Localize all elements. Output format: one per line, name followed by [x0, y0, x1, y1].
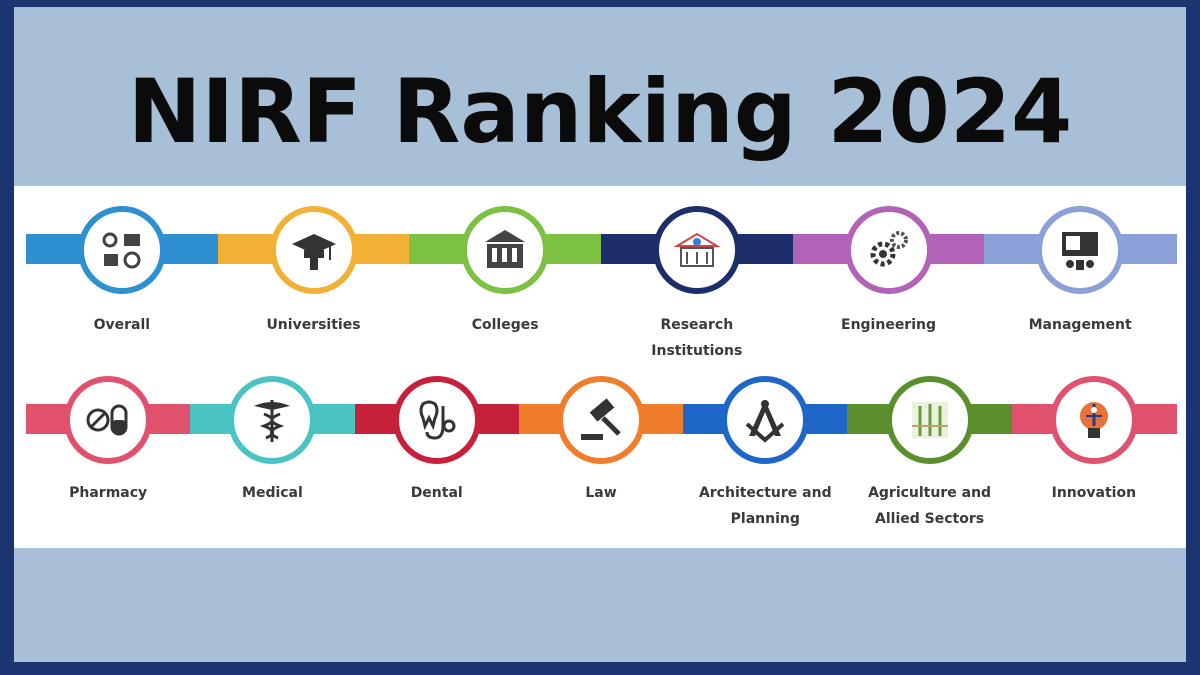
row1-category-badge-3 [461, 206, 550, 294]
row1-category-badge-4 [652, 206, 741, 294]
category-row-2: Pharmacy Medical Dental Law Architecture and… [0, 360, 1200, 527]
caduceus-icon [254, 400, 291, 442]
row2-category-label-6: Agriculture and Allied Sectors [868, 485, 992, 527]
row1-category-label-1: Overall [93, 317, 151, 333]
row1-category-badge-2 [269, 206, 358, 294]
pill-icon [86, 404, 128, 436]
category-row-1: Overall Universities Colleges Research Inst… [0, 186, 1200, 359]
row1-category-badge-6 [1036, 206, 1125, 294]
compass-square-icon [745, 400, 785, 443]
row1-category-label-5: Engineering [841, 317, 936, 333]
row2-category-label-4: Law [585, 485, 617, 501]
overall-icon [102, 232, 141, 269]
row1-category-badge-1 [77, 206, 166, 294]
row1-category-badge-5 [844, 206, 933, 294]
row2-category-label-1: Pharmacy [69, 485, 148, 501]
row2-category-label-2: Medical [242, 485, 303, 501]
row2-category-label-3: Dental [410, 485, 463, 501]
gavel-icon [581, 398, 621, 440]
row2-category-badge-5 [721, 376, 810, 464]
row1-category-label-6: Management [1028, 317, 1132, 333]
row1-category-label-2: Universities [266, 317, 361, 333]
page-title: NIRF Ranking 2024 [127, 60, 1073, 163]
tooth-stethoscope-icon [419, 400, 456, 440]
crop-field-icon [911, 402, 948, 438]
connector-bar-row-1 [26, 234, 1177, 264]
row2-category-label-5: Architecture and Planning [698, 485, 832, 527]
row1-category-label-3: Colleges [471, 317, 539, 333]
row2-category-label-7: Innovation [1051, 485, 1137, 501]
graduation-cap-icon [291, 234, 336, 270]
row2-category-badge-6 [885, 376, 974, 464]
row1-category-label-4: Research Institutions [651, 317, 743, 359]
lightbulb-circuit-icon [1079, 402, 1108, 438]
row2-category-badge-7 [1049, 376, 1138, 464]
college-building-icon [485, 230, 526, 268]
row2-category-badge-4 [557, 376, 645, 464]
row2-category-badge-3 [392, 376, 481, 464]
row2-category-badge-2 [228, 376, 317, 464]
row2-category-badge-1 [64, 376, 153, 464]
research-building-icon [673, 232, 721, 267]
gears-icon [870, 231, 908, 267]
presentation-board-icon [1062, 232, 1099, 270]
